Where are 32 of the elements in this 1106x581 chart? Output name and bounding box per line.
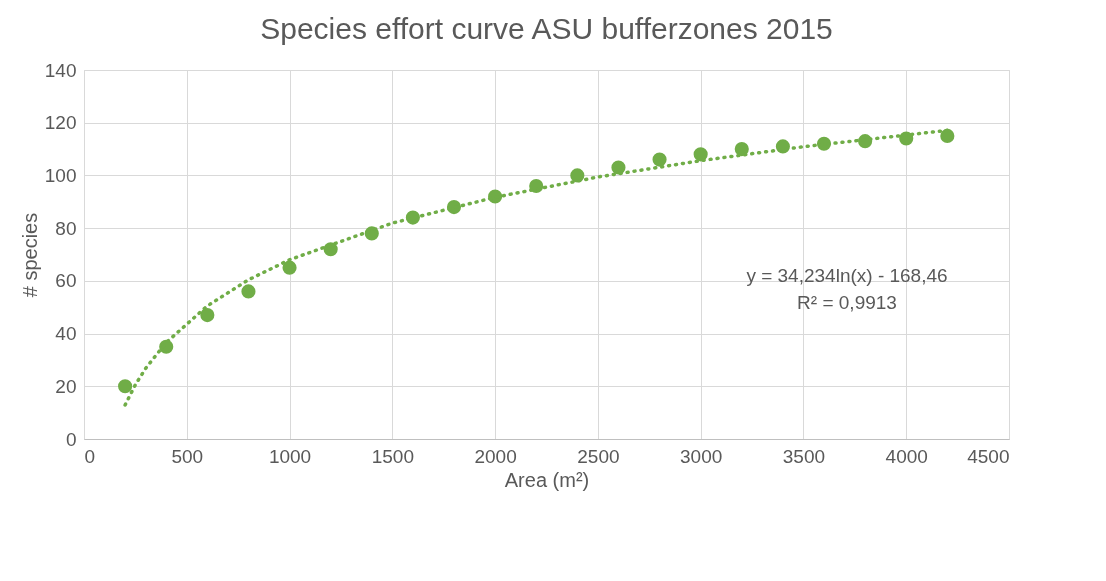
y-tick-label: 0 [65, 428, 77, 450]
x-tick-label: 0 [84, 445, 96, 467]
x-tick-label: 3000 [680, 445, 723, 467]
point [652, 152, 667, 167]
x-tick-label: 1000 [268, 445, 312, 467]
x-tick-label: 4500 [967, 445, 1010, 467]
point [241, 284, 256, 299]
x-axis-title: Area (m²) [504, 468, 590, 491]
x-tick-label: 500 [171, 445, 204, 467]
point [200, 308, 215, 323]
x-tick-label: 2500 [577, 445, 620, 467]
point [118, 379, 133, 394]
x-tick-label: 1500 [371, 445, 414, 467]
x-tick-label: 4000 [885, 445, 928, 467]
y-tick-label: 60 [55, 270, 77, 292]
x-tick-label: 2000 [474, 445, 517, 467]
annotation: y = 34,234ln(x) - 168,46 [746, 265, 948, 286]
y-tick-label: 40 [55, 323, 77, 345]
y-tick-label: 20 [55, 375, 77, 397]
y-tick-label: 80 [55, 217, 77, 239]
chart-title: Species effort curve ASU bufferzones 2015 [260, 12, 833, 45]
point [940, 128, 955, 143]
y-axis-title: # species [18, 212, 41, 298]
point [693, 147, 708, 162]
point [282, 260, 297, 275]
x-tick-label: 3500 [782, 445, 826, 467]
y-tick-label: 120 [44, 112, 77, 134]
point [734, 142, 749, 157]
y-tick-label: 140 [44, 59, 77, 81]
point [611, 160, 626, 175]
annotation: R² = 0,9913 [797, 292, 897, 313]
y-tick-label: 100 [44, 164, 77, 186]
